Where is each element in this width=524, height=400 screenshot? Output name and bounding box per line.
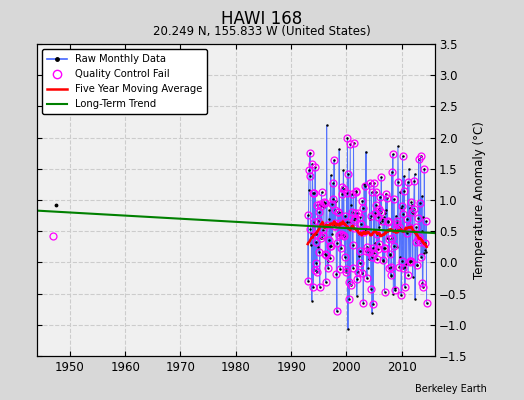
Text: Berkeley Earth: Berkeley Earth (416, 384, 487, 394)
Y-axis label: Temperature Anomaly (°C): Temperature Anomaly (°C) (473, 121, 486, 279)
Text: HAWI 168: HAWI 168 (221, 10, 303, 28)
Legend: Raw Monthly Data, Quality Control Fail, Five Year Moving Average, Long-Term Tren: Raw Monthly Data, Quality Control Fail, … (42, 49, 207, 114)
Text: 20.249 N, 155.833 W (United States): 20.249 N, 155.833 W (United States) (153, 25, 371, 38)
